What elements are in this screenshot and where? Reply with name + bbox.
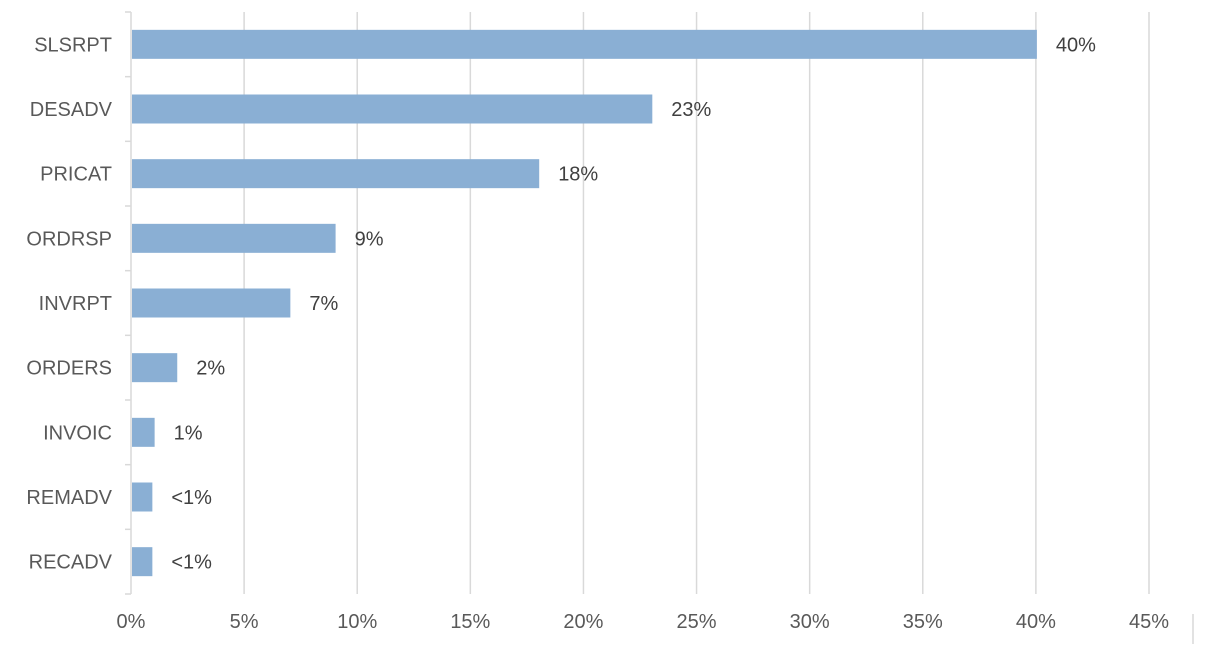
bar-ordrsp <box>132 223 336 253</box>
bar-invoic <box>132 417 155 447</box>
x-tick-label: 40% <box>1016 611 1056 633</box>
category-label: RECADV <box>29 552 113 574</box>
value-label: 1% <box>174 422 203 444</box>
category-label: SLSRPT <box>34 34 112 56</box>
category-label: ORDERS <box>26 358 112 380</box>
x-tick-label: 5% <box>230 611 259 633</box>
x-tick-label: 20% <box>563 611 603 633</box>
x-tick-label: 10% <box>337 611 377 633</box>
value-label: <1% <box>171 552 212 574</box>
x-tick-label: 15% <box>450 611 490 633</box>
bar-pricat <box>132 159 540 189</box>
bar-remadv <box>132 482 153 512</box>
x-tick-label: 35% <box>903 611 943 633</box>
value-label: 40% <box>1056 34 1096 56</box>
bar-orders <box>132 353 178 383</box>
value-label: 18% <box>558 164 598 186</box>
bars <box>132 29 1037 577</box>
value-label: 7% <box>309 293 338 315</box>
bar-invrpt <box>132 288 291 318</box>
bar-slsrpt <box>132 29 1037 59</box>
category-label: INVRPT <box>39 293 112 315</box>
x-tick-label: 30% <box>790 611 830 633</box>
value-labels: 40% 23% 18% 9% 7% 2% 1% <1% <1% <box>171 34 1096 573</box>
value-label: 2% <box>196 358 225 380</box>
category-label: INVOIC <box>43 422 112 444</box>
category-label: REMADV <box>26 487 112 509</box>
category-label: PRICAT <box>40 164 112 186</box>
value-label: 9% <box>355 228 384 250</box>
category-label: DESADV <box>30 99 113 121</box>
x-tick-label: 0% <box>117 611 146 633</box>
bar-recadv <box>132 547 153 577</box>
x-tick-label: 25% <box>677 611 717 633</box>
category-label: ORDRSP <box>26 228 112 250</box>
value-label: <1% <box>171 487 212 509</box>
value-label: 23% <box>671 99 711 121</box>
bar-desadv <box>132 94 653 124</box>
x-axis-tick-labels: 0% 5% 10% 15% 20% 25% 30% 35% 40% 45% <box>117 611 1170 633</box>
x-tick-label: 45% <box>1129 611 1169 633</box>
category-labels: SLSRPT DESADV PRICAT ORDRSP INVRPT ORDERS INVO… <box>26 34 112 573</box>
